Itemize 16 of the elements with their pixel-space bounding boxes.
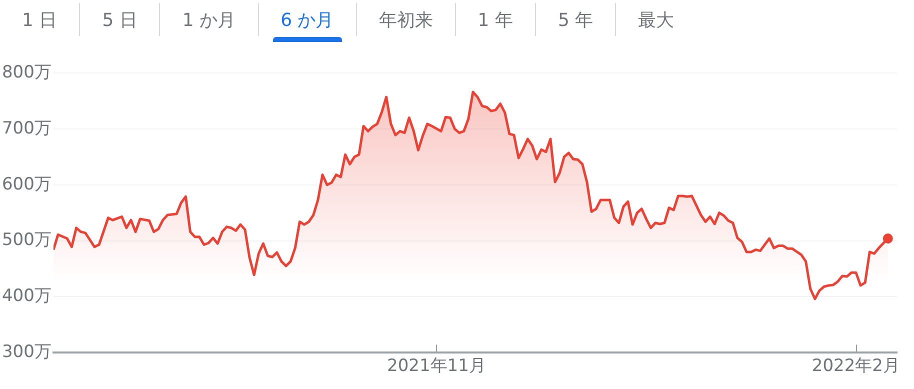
text: 1 年: [456, 3, 536, 36]
text: 年初来: [356, 3, 456, 36]
x-tick-label: 2021年11月: [387, 356, 486, 376]
text: 最大: [637, 8, 676, 32]
y-tick-label: 500万: [2, 230, 52, 250]
text: 1 日: [0, 3, 80, 36]
text: 6 か月: [258, 3, 357, 36]
y-tick-label: 800万: [2, 62, 52, 82]
y-tick-label: 300万: [2, 342, 52, 362]
text: 1 か月: [160, 3, 259, 36]
text: 5 年: [536, 3, 616, 36]
y-tick-label: 700万: [2, 118, 52, 138]
y-tick-label: 400万: [2, 286, 52, 306]
x-tick-label: 2022年2月: [812, 356, 900, 376]
y-tick-label: 600万: [2, 174, 52, 194]
text: 5 日: [80, 3, 160, 36]
